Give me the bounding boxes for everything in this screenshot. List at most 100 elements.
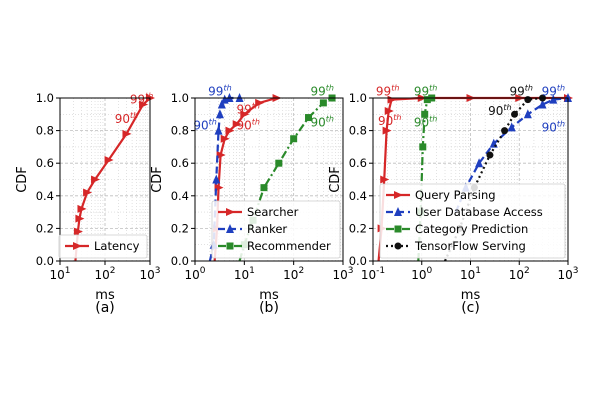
- data-point: [305, 114, 313, 122]
- data-point: [226, 224, 234, 233]
- x-tick-label: 103: [332, 266, 353, 282]
- panel-label: (b): [259, 300, 279, 316]
- legend-entry: Query Parsing: [415, 188, 496, 202]
- data-point: [382, 126, 392, 135]
- data-point: [104, 155, 114, 164]
- data-point: [255, 98, 265, 107]
- chart-panel-1: 99th 90th 0.0 0.2 0.4 0.6 0.8 1.0 ms CDF (a) Latenc…: [15, 91, 155, 316]
- data-point: [394, 207, 402, 216]
- percentile-annotation: 99th: [208, 83, 232, 98]
- x-tick-label: 102: [283, 266, 304, 282]
- data-point: [83, 188, 93, 197]
- data-point: [394, 242, 402, 250]
- data-point: [319, 99, 327, 107]
- data-point: [507, 122, 516, 132]
- data-point: [380, 175, 390, 184]
- percentile-annotation: 99th: [542, 83, 566, 98]
- data-point: [215, 109, 224, 119]
- percentile-annotation: 90th: [488, 103, 512, 118]
- data-point: [73, 227, 83, 236]
- x-tick-label: 101: [234, 266, 255, 282]
- chart-panel-2: 99th 90th 99th 90th 99th 90th 0.0 0.2 0.4 0.6 0.8 1…: [150, 83, 344, 316]
- percentile-annotation: 90th: [542, 119, 566, 134]
- data-point: [384, 107, 394, 116]
- percentile-annotation: 99th: [236, 101, 260, 116]
- y-tick-label: 0.4: [171, 189, 189, 203]
- data-point: [75, 214, 85, 223]
- y-tick-label: 0.6: [349, 156, 367, 170]
- data-point: [212, 174, 221, 184]
- y-tick-label: 0.2: [349, 221, 367, 235]
- y-tick-label: 0.8: [36, 124, 54, 138]
- y-tick-label: 0.8: [349, 124, 367, 138]
- y-tick-label: 0.4: [349, 189, 367, 203]
- data-point: [77, 204, 87, 213]
- data-point: [73, 242, 82, 250]
- data-point: [290, 135, 298, 143]
- data-point: [226, 242, 234, 250]
- data-point: [226, 208, 235, 216]
- legend-box: [58, 234, 148, 259]
- y-tick-label: 0.4: [36, 189, 54, 203]
- legend: Searcher Ranker Recommender: [211, 200, 341, 259]
- chart-panel-3: 99th 90th 99th 90th 99th 90th 99th 90th 0.0 0.2 0.…: [328, 83, 573, 316]
- y-tick-label: 0.2: [36, 221, 54, 235]
- data-point: [232, 120, 242, 129]
- y-tick-label: 0.0: [349, 254, 367, 268]
- panel-label: (a): [95, 300, 115, 316]
- percentile-annotation: 99th: [510, 83, 534, 98]
- percentile-annotation: 90th: [378, 113, 402, 128]
- y-tick-label: 0.6: [36, 156, 54, 170]
- data-point: [216, 151, 226, 160]
- y-axis-label: CDF: [150, 166, 165, 193]
- data-point: [139, 100, 149, 109]
- data-point: [394, 225, 402, 233]
- data-point: [421, 110, 429, 118]
- legend-entry: TensorFlow Serving: [414, 239, 526, 253]
- percentile-annotation: 90th: [115, 111, 139, 126]
- y-tick-label: 1.0: [36, 91, 54, 105]
- y-tick-label: 0.2: [171, 221, 189, 235]
- data-point: [225, 126, 235, 135]
- series-line: [74, 97, 151, 262]
- x-tick-label: 101: [460, 266, 481, 282]
- y-tick-label: 0.0: [36, 254, 54, 268]
- data-point: [214, 125, 223, 135]
- panel-label: (c): [461, 300, 480, 316]
- data-point: [538, 99, 547, 109]
- data-point: [217, 99, 226, 109]
- legend-entry: Latency: [94, 239, 140, 253]
- data-point: [423, 96, 431, 104]
- data-point: [260, 184, 268, 192]
- percentile-annotation: 90th: [414, 114, 438, 129]
- percentile-annotation: 99th: [311, 83, 335, 98]
- data-point: [91, 175, 101, 184]
- data-point: [275, 159, 283, 167]
- x-tick-label: 100: [411, 266, 432, 282]
- legend-entry: User Database Access: [415, 205, 543, 219]
- legend-box: [379, 183, 566, 259]
- legend-entry: Recommender: [247, 239, 331, 253]
- data-point: [240, 110, 250, 119]
- y-tick-label: 0.8: [171, 124, 189, 138]
- legend-box: [211, 200, 341, 259]
- x-tick-label: 10-1: [361, 266, 385, 282]
- x-axis-label: ms: [461, 288, 481, 303]
- legend: Query Parsing User Database Access Categor…: [379, 183, 566, 259]
- x-tick-label: 100: [184, 266, 205, 282]
- y-tick-label: 0.6: [171, 156, 189, 170]
- data-point: [220, 134, 230, 143]
- x-axis-label: ms: [259, 288, 279, 303]
- x-tick-label: 103: [139, 266, 160, 282]
- x-tick-label: 103: [557, 266, 578, 282]
- y-tick-label: 1.0: [349, 91, 367, 105]
- x-axis-label: ms: [95, 288, 115, 303]
- data-point: [475, 158, 484, 168]
- percentile-annotation: 90th: [236, 118, 260, 133]
- data-point: [549, 94, 558, 104]
- plot-frame: [194, 97, 344, 262]
- legend: Latency: [58, 234, 148, 259]
- x-tick-label: 101: [49, 266, 70, 282]
- percentile-annotation: 90th: [311, 114, 335, 129]
